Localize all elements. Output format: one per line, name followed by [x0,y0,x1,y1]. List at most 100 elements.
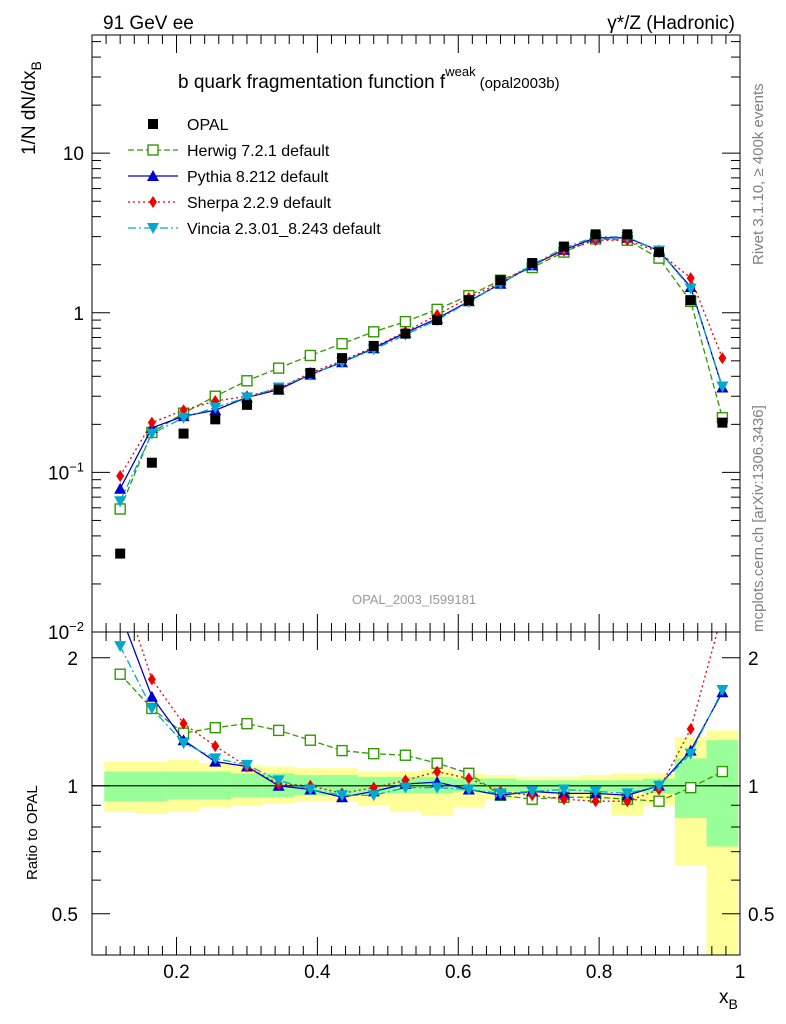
ratio-point-vincia [462,784,475,796]
data-point-vincia [240,392,253,404]
x-tick-label: 0.4 [304,962,331,983]
data-point-opal [527,258,538,269]
data-point-sherpa [686,272,695,285]
data-point-opal [273,384,284,395]
ratio-point-vincia [240,759,253,771]
main-y-tick-label: 10−2 [48,619,84,644]
data-point-vincia [209,402,222,414]
ratio-plot-panel: 0.2 0.4 0.6 0.8 1 0.5 0.5 1 1 2 2 [52,577,774,983]
ratio-point-vincia [209,753,222,765]
series-line-sherpa [119,239,723,477]
data-point-opal [115,548,126,559]
data-point-opal [463,295,474,306]
data-point-opal [622,229,633,240]
legend-label-vincia: Vincia 2.3.01_8.243 default [187,221,381,238]
legend-marker-herwig [147,144,159,156]
ratio-point-sherpa [464,772,473,785]
ratio-y-tick-label-right: 0.5 [748,905,774,926]
ratio-y-tick-label-right: 2 [748,649,759,670]
ratio-point-herwig [304,734,317,746]
legend-label-opal: OPAL [187,117,229,134]
ratio-y-tick-label-left: 0.5 [52,905,78,926]
ratio-line-sherpa [135,632,718,802]
legend-marker-sherpa [149,196,157,208]
ratio-line-herwig [119,673,723,802]
ratio-y-axis-label: Ratio to OPAL [24,785,41,880]
main-y-tick-label: 1 [73,304,84,325]
ratio-point-vincia [653,780,665,792]
ratio-point-vincia [557,784,570,796]
ratio-point-sherpa [718,607,726,619]
x-tick-label: 0.8 [586,962,612,983]
data-point-opal [241,399,252,410]
x-tick-label: 0.6 [445,962,471,983]
ratio-point-vincia [336,790,349,802]
data-point-sherpa [147,416,156,429]
data-point-sherpa [718,352,727,365]
data-point-herwig [241,375,253,387]
series-vincia [114,231,729,508]
data-point-opal [337,353,348,364]
ratio-point-pythia [114,607,126,618]
ratio-point-herwig [209,721,221,734]
data-point-opal [400,328,411,339]
series-line-vincia [119,235,724,502]
data-point-herwig [304,349,317,362]
series-sherpa [116,234,727,482]
ratio-point-vincia [367,790,380,802]
ratio-point-sherpa [116,577,124,589]
ratio-point-herwig [653,795,665,807]
main-y-tick-labels: 10−2 10−1 1 10 [48,144,84,644]
data-point-opal [305,367,316,378]
ratio-point-vincia [621,788,634,800]
ratio-point-vincia [114,641,127,653]
data-point-vincia [145,428,158,440]
data-point-opal [590,229,601,240]
main-y-tick-label: 10−1 [48,459,84,484]
x-tick-label: 1 [735,962,746,983]
ratio-point-vincia [431,782,444,794]
data-point-vincia [177,412,190,424]
legend-item-herwig: Herwig 7.2.1 default [128,143,330,160]
data-point-opal [210,414,221,425]
uncertainty-band-inner [484,778,517,792]
series-pythia [114,231,729,494]
data-point-opal [368,340,379,351]
ratio-series-vincia [114,641,729,802]
legend-marker-vincia [147,223,159,234]
main-x-ticks [105,35,741,632]
ratio-plot-content [114,577,729,808]
data-point-herwig [336,338,348,350]
main-y-tick-label: 10 [63,144,84,165]
ratio-point-sherpa [591,795,600,808]
ratio-point-vincia [684,748,697,760]
legend-item-pythia: Pythia 8.212 default [128,169,329,186]
data-point-vincia [716,381,729,393]
ratio-point-herwig [241,717,253,730]
legend-label-herwig: Herwig 7.2.1 default [187,143,330,160]
ratio-line-vincia [119,645,723,796]
ratio-point-pythia [145,690,158,702]
side-text-top: Rivet 3.1.10, ≥ 400k events [750,83,767,265]
ratio-point-herwig [684,781,697,794]
legend-item-opal: OPAL [148,117,229,134]
ratio-ticks: 0.2 0.4 0.6 0.8 1 0.5 0.5 1 1 2 2 [52,632,774,983]
data-point-opal [178,428,189,439]
data-point-vincia [684,283,697,295]
ratio-point-sherpa [179,717,188,730]
main-plot-content [114,229,729,559]
series-opal [115,229,728,559]
series-line-herwig [119,238,724,510]
data-point-opal [146,457,157,468]
legend-label-sherpa: Sherpa 2.2.9 default [187,195,332,212]
ratio-y-tick-label-left: 2 [67,649,78,670]
ratio-point-sherpa [623,795,632,808]
x-tick-label: 0.2 [163,962,189,983]
data-point-opal [717,417,728,428]
x-axis-label: xB [719,987,738,1012]
ratio-point-vincia [716,685,729,697]
uncertainty-band-inner [706,740,739,847]
header-left: 91 GeV ee [103,13,194,34]
ratio-y-tick-label-right: 1 [748,777,759,798]
ratio-point-vincia [177,738,190,750]
